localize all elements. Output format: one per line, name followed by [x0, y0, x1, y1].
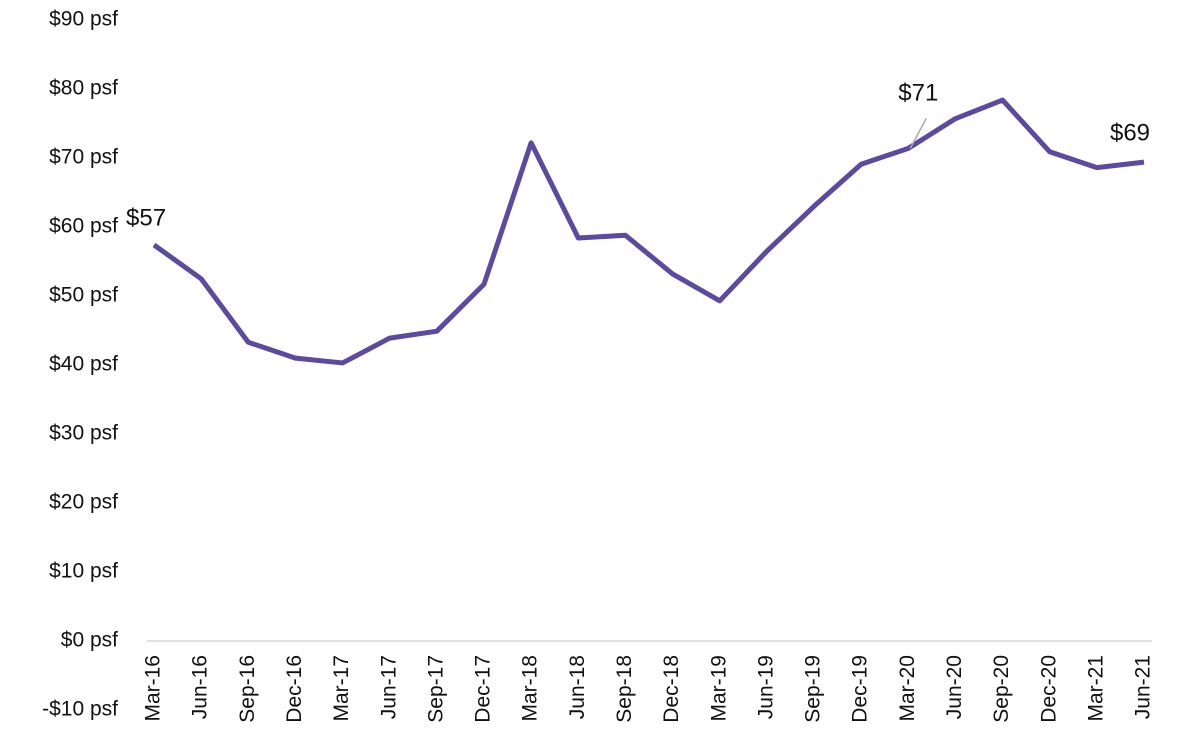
y-tick-label: $0 psf [61, 629, 118, 652]
leader-line [909, 117, 927, 149]
y-tick-label: $30 psf [49, 422, 118, 445]
x-tick-label: Dec-19 [849, 655, 872, 723]
x-tick-label: Sep-19 [802, 655, 825, 723]
x-tick-label: Jun-16 [189, 655, 212, 719]
data-label: $69 [1110, 119, 1150, 146]
y-tick-label: $80 psf [49, 77, 118, 100]
x-tick-label: Dec-18 [660, 655, 683, 723]
x-tick-label: Jun-19 [754, 655, 777, 719]
x-tick-label: Mar-18 [519, 655, 542, 722]
x-tick-label: Mar-19 [707, 655, 730, 722]
x-tick-label: Mar-16 [142, 655, 165, 722]
x-tick-label: Jun-18 [566, 655, 589, 719]
y-tick-label: $60 psf [49, 215, 118, 238]
x-tick-label: Jun-17 [377, 655, 400, 719]
x-tick-label: Mar-17 [330, 655, 353, 722]
x-tick-label: Mar-20 [896, 655, 919, 722]
x-tick-label: Dec-16 [283, 655, 306, 723]
y-tick-label: $70 psf [49, 146, 118, 169]
y-tick-label: $10 psf [49, 560, 118, 583]
x-tick-label: Sep-17 [424, 655, 447, 723]
x-tick-label: Sep-18 [613, 655, 636, 723]
x-tick-label: Sep-20 [990, 655, 1013, 723]
x-tick-label: Jun-21 [1132, 655, 1155, 719]
y-tick-label: -$10 psf [42, 698, 118, 721]
y-tick-label: $20 psf [49, 491, 118, 514]
y-tick-label: $90 psf [49, 8, 118, 31]
x-tick-label: Dec-17 [472, 655, 495, 723]
data-label: $57 [126, 204, 166, 231]
line-series [152, 97, 1145, 366]
data-label: $71 [898, 80, 938, 107]
x-tick-label: Sep-16 [236, 655, 259, 723]
y-tick-label: $50 psf [49, 284, 118, 307]
x-tick-label: Jun-20 [943, 655, 966, 719]
x-tick-label: Mar-21 [1084, 655, 1107, 722]
x-tick-label: Dec-20 [1037, 655, 1060, 723]
y-tick-label: $40 psf [49, 353, 118, 376]
